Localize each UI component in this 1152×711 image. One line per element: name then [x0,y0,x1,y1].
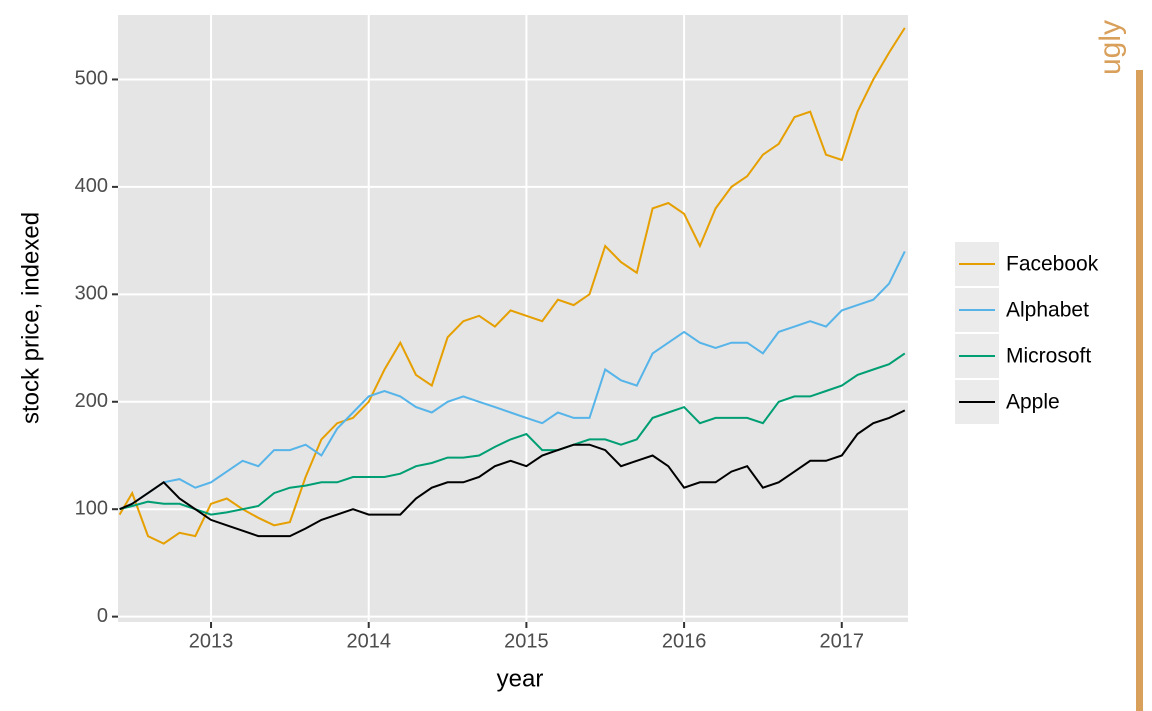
series-line [119,352,906,516]
legend-label: Apple [1006,391,1060,414]
x-tick-label: 2013 [189,630,234,652]
y-tick-label: 100 [75,497,108,519]
y-axis-title: stock price, indexed [17,212,44,424]
legend-label: Alphabet [1006,299,1089,322]
annotation: ugly [1094,20,1127,75]
legend-label: Facebook [1006,253,1099,276]
series-line [118,27,906,545]
y-tick-label: 0 [97,605,108,627]
plot-panel [118,15,908,622]
x-tick-label: 2017 [820,630,865,652]
legend-label: Microsoft [1006,345,1091,368]
x-tick-label: 2015 [504,630,549,652]
x-axis-title: year [497,665,544,692]
series-line [119,250,906,511]
y-tick-label: 200 [75,390,108,412]
series-line [119,409,906,538]
y-tick-label: 400 [75,175,108,197]
x-tick-label: 2016 [662,630,707,652]
y-tick-label: 500 [75,68,108,90]
side-bar [1136,70,1143,711]
y-tick-label: 300 [75,283,108,305]
x-tick-label: 2014 [346,630,391,652]
